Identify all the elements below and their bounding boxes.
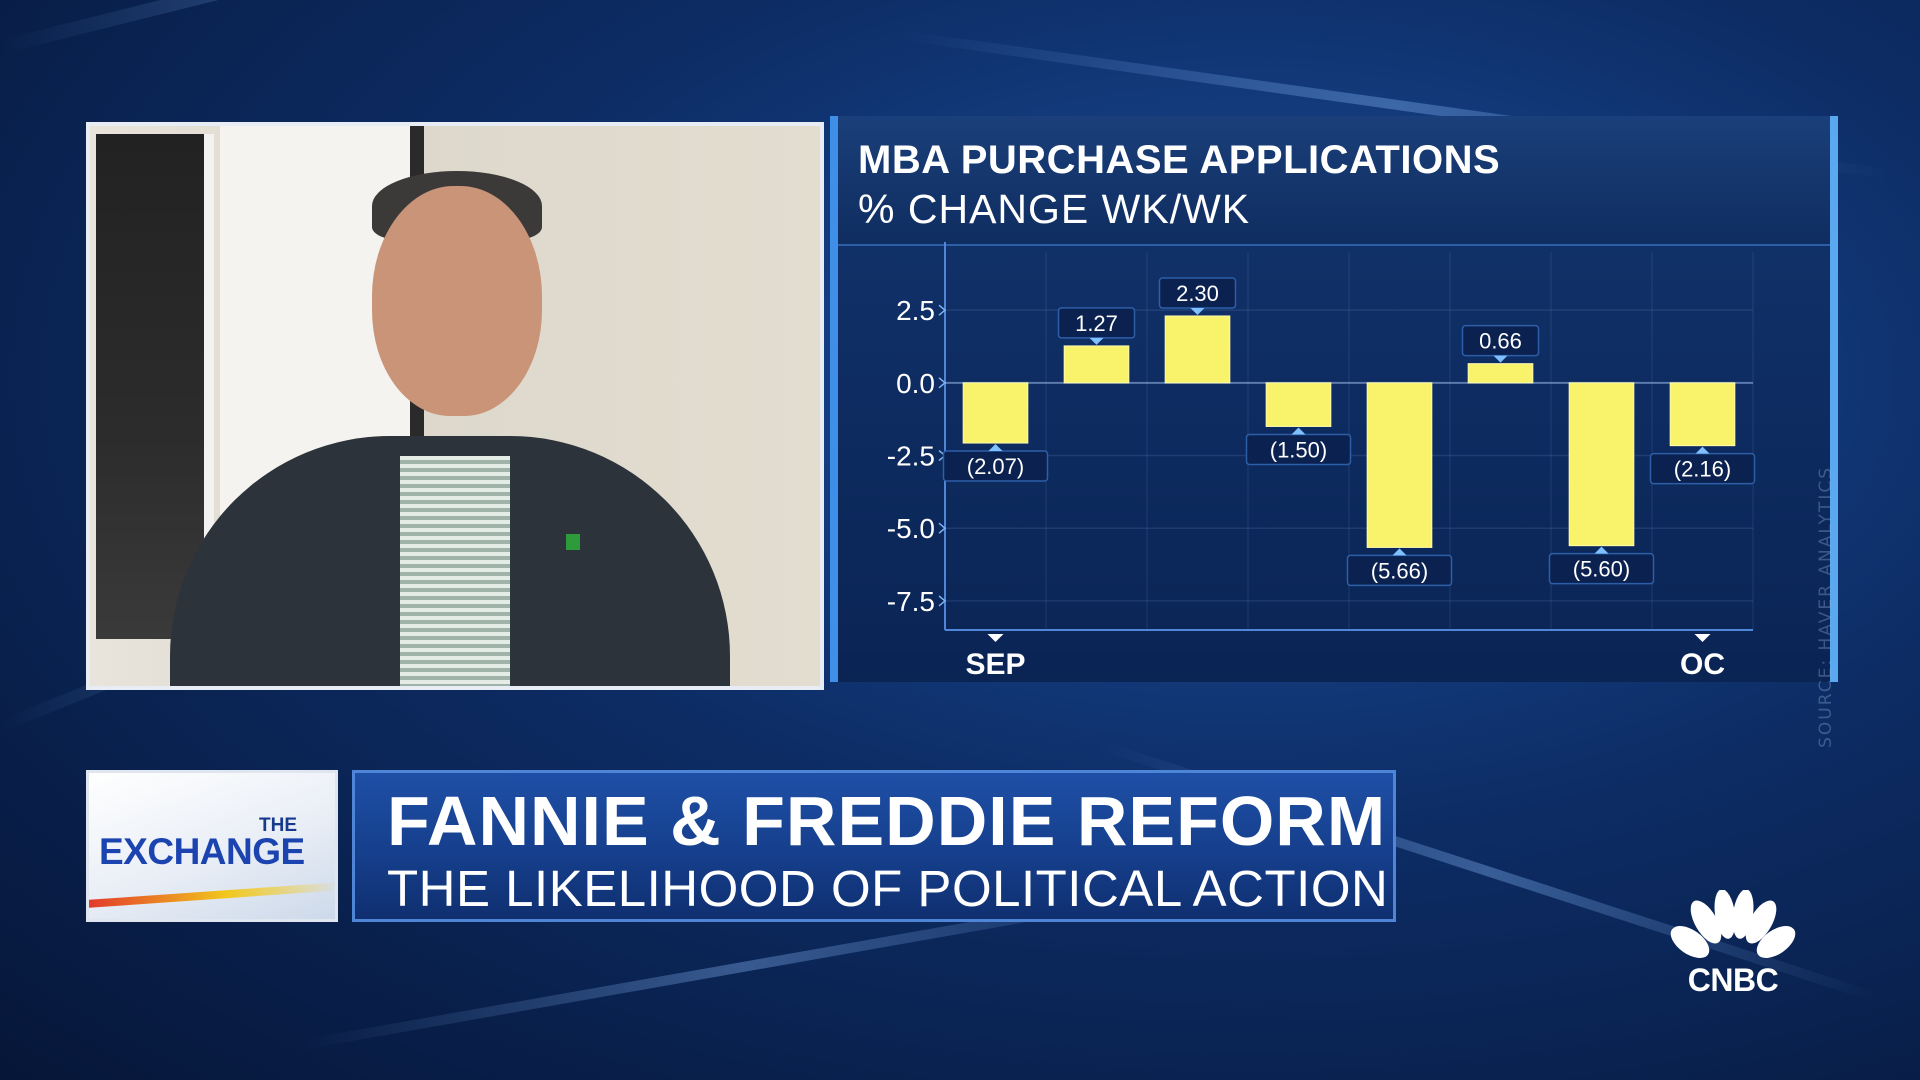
y-tick-label: 2.5 <box>896 295 935 326</box>
bar <box>1265 382 1332 427</box>
x-tick-label: SEP <box>965 648 1025 681</box>
x-tick-marker <box>987 634 1004 642</box>
background-streak <box>0 0 877 54</box>
data-label: (2.16) <box>1674 457 1731 482</box>
show-logo-the: THE <box>259 815 297 836</box>
network-name: CNBC <box>1687 962 1779 998</box>
data-label-pointer <box>1089 337 1104 345</box>
bar-chart: 2.5 0.0 -2.5 -5.0 -7.5 (2.07) 1.27 2.30 (1.50) (5… <box>887 242 1756 681</box>
data-label-pointer <box>1190 307 1205 315</box>
peacock-icon <box>1670 889 1796 958</box>
guest-face <box>372 186 542 416</box>
guest-shirt <box>400 456 510 686</box>
lower-third-banner: FANNIE & FREDDIE REFORM THE LIKELIHOOD O… <box>352 770 1396 922</box>
y-tick-marker <box>938 304 947 316</box>
show-logo-stripe <box>89 882 335 908</box>
guest-video <box>86 122 824 690</box>
show-logo: THE EXCHANGE <box>86 770 338 922</box>
data-label: 1.27 <box>1075 311 1118 336</box>
data-label: (5.60) <box>1573 557 1630 582</box>
data-label-pointer <box>988 444 1003 452</box>
data-label: 0.66 <box>1479 329 1522 354</box>
bar <box>962 382 1029 444</box>
data-label-pointer <box>1594 546 1609 554</box>
y-tick-label: -7.5 <box>887 586 935 617</box>
bar <box>1669 382 1736 447</box>
chart-title: MBA PURCHASE APPLICATIONS <box>858 138 1501 182</box>
y-tick-label: 0.0 <box>896 368 935 399</box>
y-tick-marker <box>938 377 947 389</box>
data-label-pointer <box>1695 446 1710 454</box>
chart-source: SOURCE: HAVER ANALYTICS <box>1816 466 1836 748</box>
chart-subtitle: % CHANGE WK/WK <box>858 186 1251 232</box>
bar <box>1063 345 1130 384</box>
show-logo-name: EXCHANGE <box>99 831 305 872</box>
data-label-pointer <box>1291 427 1306 435</box>
y-tick-marker <box>938 522 947 534</box>
data-label-pointer <box>1392 548 1407 556</box>
network-logo: CNBC <box>1668 889 1798 1000</box>
lapel-pin <box>566 534 580 550</box>
headline: FANNIE & FREDDIE REFORM <box>387 782 1387 860</box>
data-label: (5.66) <box>1371 558 1428 583</box>
x-tick-marker <box>1694 634 1711 642</box>
wall-artwork <box>96 134 214 639</box>
y-tick-label: -5.0 <box>887 513 935 544</box>
subheadline: THE LIKELIHOOD OF POLITICAL ACTION <box>387 860 1389 917</box>
y-tick-label: -2.5 <box>887 441 935 472</box>
x-tick-label: OC <box>1680 648 1725 681</box>
bar <box>1568 382 1635 547</box>
data-label: 2.30 <box>1176 281 1219 306</box>
chart-panel: MBA PURCHASE APPLICATIONS % CHANGE WK/WK… <box>830 116 1838 748</box>
bar <box>1366 382 1433 548</box>
data-label: (1.50) <box>1270 437 1327 462</box>
y-tick-marker <box>938 595 947 607</box>
bar <box>1467 363 1534 384</box>
chart-header: MBA PURCHASE APPLICATIONS % CHANGE WK/WK <box>838 116 1830 246</box>
data-label-pointer <box>1493 355 1508 363</box>
bar <box>1164 315 1231 384</box>
data-label: (2.07) <box>967 454 1024 479</box>
